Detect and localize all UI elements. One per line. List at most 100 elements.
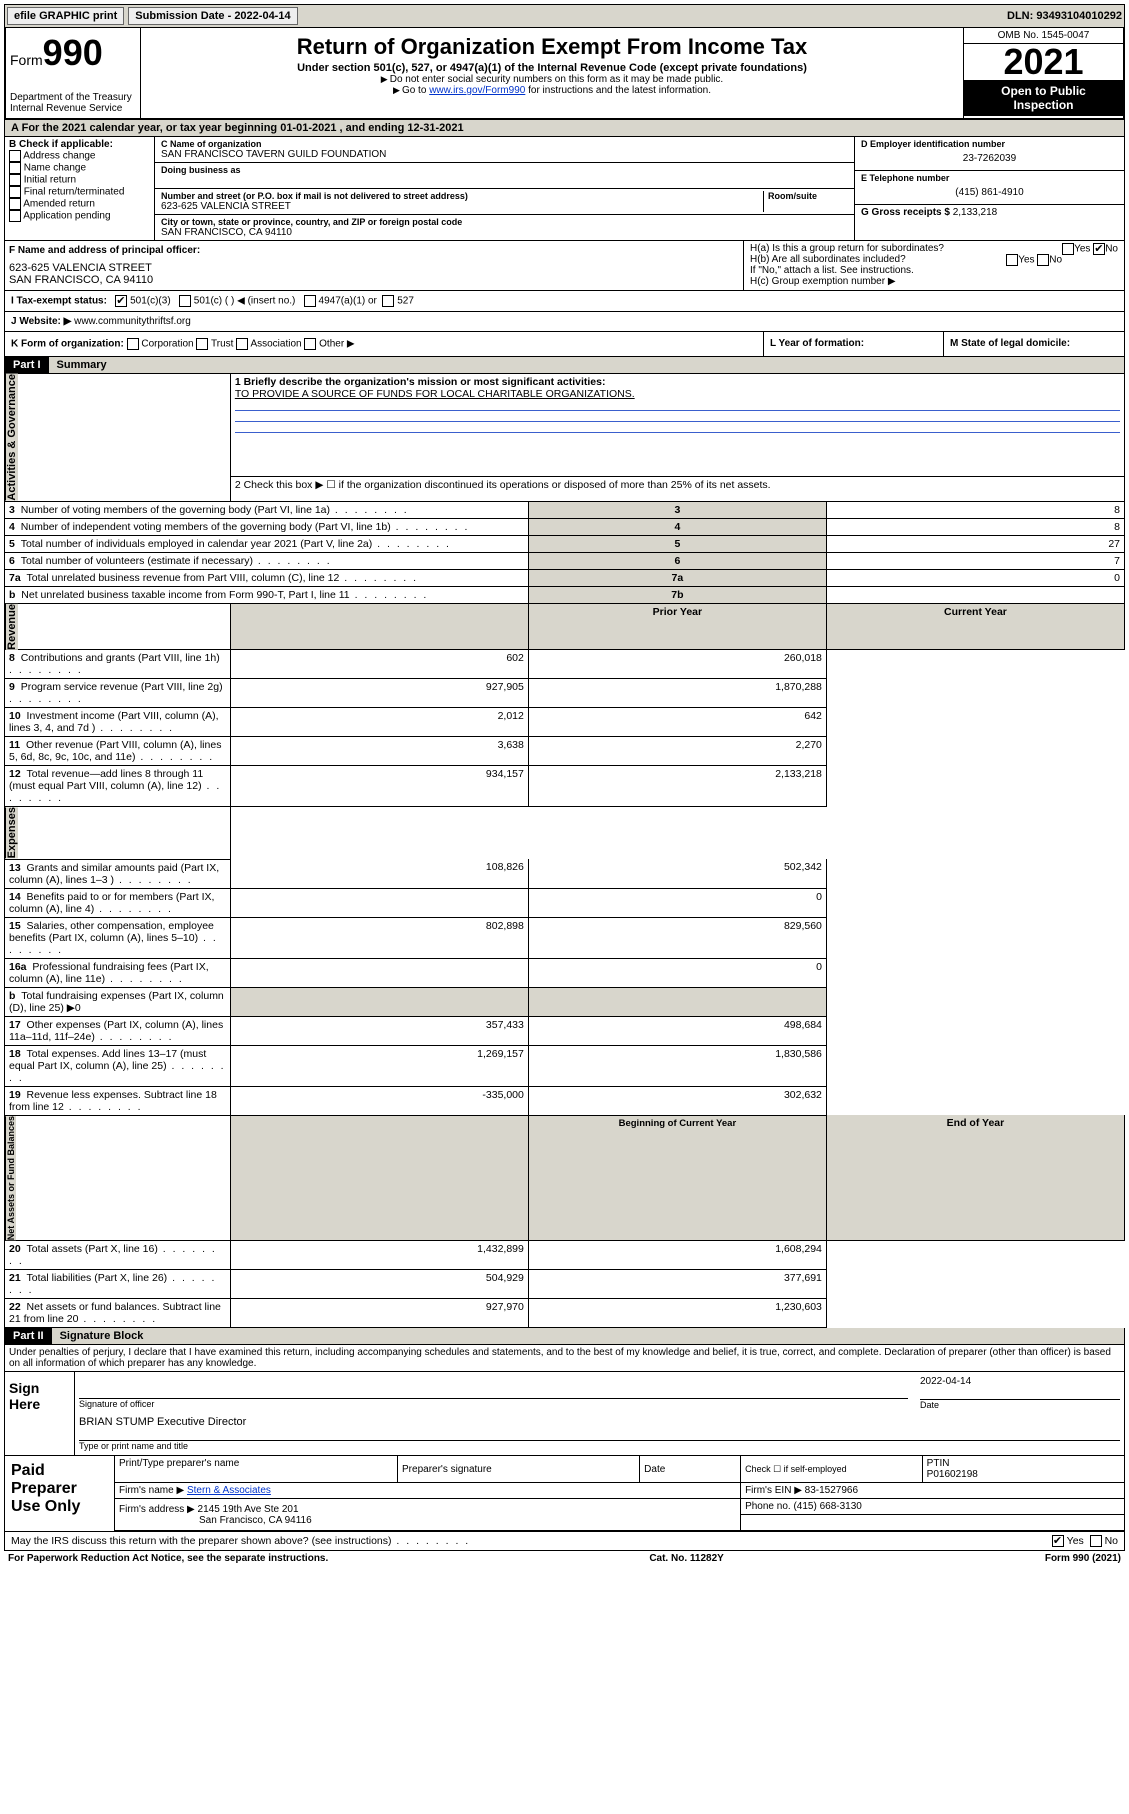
org-name-label: C Name of organization — [161, 139, 848, 149]
corp-checkbox[interactable] — [127, 338, 139, 350]
sig-officer-label: Signature of officer — [79, 1398, 908, 1409]
checkbox-item[interactable]: Name change — [9, 162, 150, 174]
officer-addr2: SAN FRANCISCO, CA 94110 — [9, 274, 739, 286]
assoc-checkbox[interactable] — [236, 338, 248, 350]
checkbox-item[interactable]: Address change — [9, 150, 150, 162]
ein-label: D Employer identification number — [861, 139, 1118, 149]
irs-link[interactable]: www.irs.gov/Form990 — [429, 85, 525, 96]
form-number: Form990 — [10, 32, 136, 74]
prep-date-label: Date — [644, 1464, 736, 1475]
org-info-grid: B Check if applicable: Address change Na… — [4, 137, 1125, 241]
table-row: b Total fundraising expenses (Part IX, c… — [5, 987, 1125, 1016]
table-row: 16a Professional fundraising fees (Part … — [5, 958, 1125, 987]
table-row: 19 Revenue less expenses. Subtract line … — [5, 1086, 1125, 1115]
year-formation-label: L Year of formation: — [770, 338, 864, 349]
name-title-label: Type or print name and title — [79, 1440, 1120, 1451]
self-employed-check[interactable]: Check ☐ if self-employed — [741, 1456, 923, 1483]
side-na: Net Assets or Fund Balances — [5, 1116, 16, 1240]
h-b-note: If "No," attach a list. See instructions… — [750, 265, 1118, 276]
sig-date: 2022-04-14 — [920, 1376, 1120, 1387]
ptin-value: P01602198 — [927, 1469, 978, 1480]
ein-value: 23-7262039 — [861, 149, 1118, 168]
org-name: SAN FRANCISCO TAVERN GUILD FOUNDATION — [161, 149, 848, 160]
firm-ein: 83-1527966 — [805, 1485, 858, 1496]
phone-value: (415) 861-4910 — [861, 183, 1118, 202]
hdr-beginning: Beginning of Current Year — [528, 1115, 826, 1240]
ssn-note: Do not enter social security numbers on … — [145, 74, 959, 85]
prep-sig-label: Preparer's signature — [402, 1464, 635, 1475]
gross-receipts-label: G Gross receipts $ — [861, 207, 950, 218]
table-row: 6 Total number of volunteers (estimate i… — [5, 552, 1125, 569]
form-ref: Form 990 (2021) — [1045, 1553, 1121, 1564]
checkbox-item[interactable]: Amended return — [9, 198, 150, 210]
hdr-prior: Prior Year — [528, 603, 826, 650]
table-row: 18 Total expenses. Add lines 13–17 (must… — [5, 1045, 1125, 1086]
state-domicile-label: M State of legal domicile: — [950, 338, 1070, 349]
side-exp: Expenses — [5, 807, 18, 858]
tax-period-row: A For the 2021 calendar year, or tax yea… — [4, 120, 1125, 137]
h-b: H(b) Are all subordinates included? Yes … — [750, 254, 1118, 265]
submission-date-button[interactable]: Submission Date - 2022-04-14 — [128, 7, 297, 25]
dept-label: Department of the Treasury — [10, 92, 136, 103]
line2: 2 Check this box ▶ ☐ if the organization… — [230, 477, 1124, 501]
h-c: H(c) Group exemption number ▶ — [750, 276, 1118, 287]
side-rev: Revenue — [5, 604, 18, 650]
officer-name-title: BRIAN STUMP Executive Director — [79, 1416, 1120, 1428]
sig-date-label: Date — [920, 1399, 1120, 1410]
side-ag: Activities & Governance — [5, 374, 18, 501]
hdr-end: End of Year — [826, 1115, 1124, 1240]
sign-here-label: Sign Here — [5, 1372, 75, 1455]
ptin-label: PTIN — [927, 1458, 1120, 1469]
trust-checkbox[interactable] — [196, 338, 208, 350]
table-row: 17 Other expenses (Part IX, column (A), … — [5, 1016, 1125, 1045]
goto-note: Go to www.irs.gov/Form990 for instructio… — [145, 85, 959, 96]
phone-label: E Telephone number — [861, 173, 1118, 183]
table-row: 11 Other revenue (Part VIII, column (A),… — [5, 737, 1125, 766]
table-row: 13 Grants and similar amounts paid (Part… — [5, 859, 1125, 888]
website-value: www.communitythriftsf.org — [74, 316, 191, 327]
form-header: Form990 Department of the Treasury Inter… — [4, 28, 1125, 120]
discuss-yes-checkbox[interactable] — [1052, 1535, 1064, 1547]
fh-row: F Name and address of principal officer:… — [4, 241, 1125, 291]
top-toolbar: efile GRAPHIC print Submission Date - 20… — [4, 4, 1125, 28]
dba-label: Doing business as — [161, 165, 848, 175]
open-public-badge: Open to PublicInspection — [964, 80, 1123, 116]
signature-block: Sign Here Signature of officer 2022-04-1… — [4, 1372, 1125, 1456]
501c3-checkbox[interactable] — [115, 295, 127, 307]
firm-addr1: 2145 19th Ave Ste 201 — [198, 1504, 299, 1515]
street-address: 623-625 VALENCIA STREET — [161, 201, 763, 212]
501c-checkbox[interactable] — [179, 295, 191, 307]
4947-checkbox[interactable] — [304, 295, 316, 307]
checkbox-item[interactable]: Initial return — [9, 174, 150, 186]
other-checkbox[interactable] — [304, 338, 316, 350]
page-footer: For Paperwork Reduction Act Notice, see … — [4, 1551, 1125, 1566]
checkbox-item[interactable]: Final return/terminated — [9, 186, 150, 198]
table-row: 5 Total number of individuals employed i… — [5, 535, 1125, 552]
firm-phone: (415) 668-3130 — [793, 1501, 861, 1512]
part1-header: Part ISummary — [4, 357, 1125, 374]
part2-header: Part IISignature Block — [4, 1328, 1125, 1345]
527-checkbox[interactable] — [382, 295, 394, 307]
table-row: 14 Benefits paid to or for members (Part… — [5, 888, 1125, 917]
form-subtitle: Under section 501(c), 527, or 4947(a)(1)… — [145, 62, 959, 74]
part1-table: Activities & Governance 1 Briefly descri… — [4, 374, 1125, 1328]
declaration-text: Under penalties of perjury, I declare th… — [4, 1345, 1125, 1372]
table-row: 7a Total unrelated business revenue from… — [5, 569, 1125, 586]
table-row: 8 Contributions and grants (Part VIII, l… — [5, 650, 1125, 679]
checkbox-item[interactable]: Application pending — [9, 210, 150, 222]
efile-button[interactable]: efile GRAPHIC print — [7, 7, 124, 25]
table-row: 15 Salaries, other compensation, employe… — [5, 917, 1125, 958]
table-row: 12 Total revenue—add lines 8 through 11 … — [5, 766, 1125, 807]
firm-name-link[interactable]: Stern & Associates — [187, 1485, 271, 1496]
mission-text: TO PROVIDE A SOURCE OF FUNDS FOR LOCAL C… — [235, 388, 1120, 400]
mission-label: 1 Briefly describe the organization's mi… — [235, 376, 1120, 388]
table-row: 22 Net assets or fund balances. Subtract… — [5, 1299, 1125, 1328]
city-label: City or town, state or province, country… — [161, 217, 848, 227]
table-row: b Net unrelated business taxable income … — [5, 586, 1125, 603]
dln-label: DLN: 93493104010292 — [1007, 10, 1122, 22]
table-row: 3 Number of voting members of the govern… — [5, 501, 1125, 518]
box-b: B Check if applicable: Address change Na… — [5, 137, 155, 240]
form-title: Return of Organization Exempt From Incom… — [145, 34, 959, 60]
discuss-no-checkbox[interactable] — [1090, 1535, 1102, 1547]
table-row: 21 Total liabilities (Part X, line 26)50… — [5, 1270, 1125, 1299]
